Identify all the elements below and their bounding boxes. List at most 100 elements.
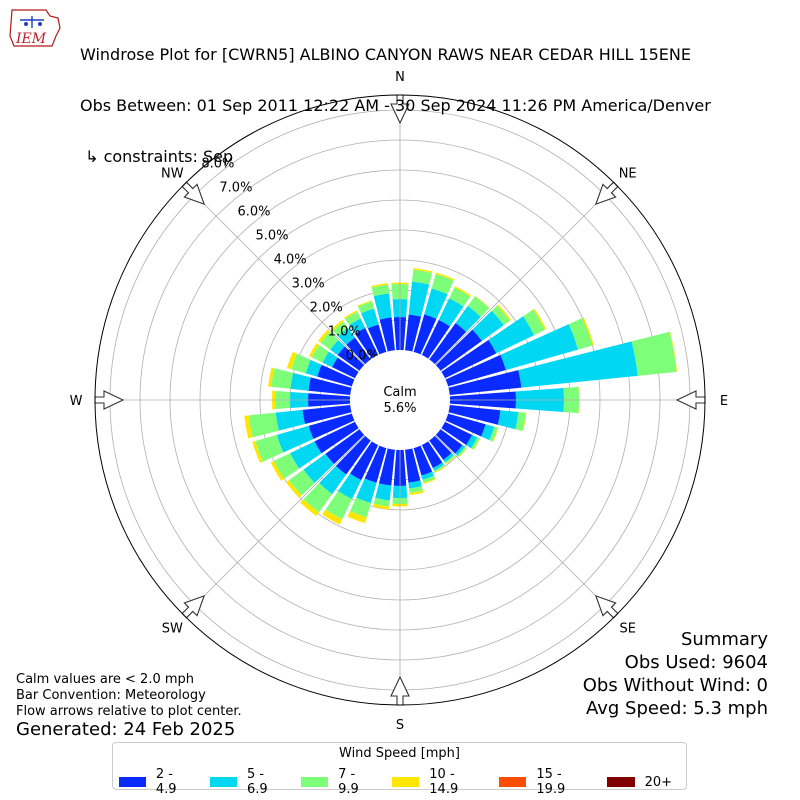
bar-segment: [378, 448, 395, 486]
bar-segment: [488, 316, 535, 354]
bar-segment: [448, 370, 522, 395]
bar-segment: [518, 341, 638, 388]
bar-segment: [344, 311, 361, 326]
bar-segment: [432, 462, 445, 471]
bar-segment: [522, 412, 527, 432]
bar-segment: [361, 308, 379, 329]
radial-tick-label: 0.0%: [346, 348, 379, 363]
bar-segment: [497, 304, 512, 321]
bar-segment: [337, 327, 355, 345]
legend-swatch: [210, 777, 238, 787]
bar-segment: [582, 317, 594, 346]
compass-label: E: [720, 394, 728, 409]
bar-segment: [471, 437, 480, 450]
bar-segment: [489, 426, 498, 442]
legend-item: 10 - 14.9: [392, 767, 485, 797]
bar-segment: [275, 409, 305, 431]
bar-segment: [473, 438, 481, 451]
grid-spoke: [435, 435, 616, 616]
bar-segment: [335, 435, 371, 475]
polar-spokes: [95, 95, 705, 705]
summary-block: Summary Obs Used: 9604 Obs Without Wind:…: [583, 628, 768, 720]
bar-segment: [429, 435, 452, 461]
bar-segment: [408, 486, 423, 494]
bar-segment: [268, 367, 275, 387]
bar-segment: [409, 490, 424, 496]
grid-spoke: [435, 184, 616, 365]
bar-segment: [309, 343, 319, 358]
bar-segment: [435, 429, 463, 454]
bar-segment: [523, 309, 545, 336]
bar-segment: [448, 405, 501, 425]
bar-segment: [375, 483, 392, 501]
summary-obs-without-wind: Obs Without Wind: 0: [582, 675, 768, 696]
compass-label: W: [70, 394, 83, 409]
bar-segment: [421, 441, 443, 468]
bar-segment: [449, 287, 471, 307]
bar-segment: [252, 440, 263, 463]
compass-label: S: [396, 718, 404, 733]
legend-swatch: [606, 777, 635, 787]
legend-swatch: [301, 777, 329, 787]
flow-arrow: [594, 181, 619, 206]
bar-segment: [356, 478, 377, 503]
bar-segment: [413, 314, 437, 355]
summary-obs-used: Obs Used: 9604: [624, 652, 768, 673]
bar-segment: [349, 497, 371, 518]
compass-label: SW: [162, 622, 183, 637]
bar-segment: [422, 475, 436, 483]
calm-note: Calm values are < 2.0 mph: [16, 672, 195, 687]
bar-segment: [445, 456, 456, 465]
legend: Wind Speed [mph] 2 - 4.9 5 - 6.9 7 - 9.9 10…: [112, 742, 687, 797]
windrose-bars: [244, 268, 678, 525]
calm-center-circle: [350, 350, 450, 450]
generated-date: Generated: 24 Feb 2025: [16, 719, 236, 740]
bar-segment: [423, 478, 436, 484]
bar-segment: [441, 421, 473, 445]
bar-segment: [445, 354, 506, 387]
bar-convention-note: Bar Convention: Meteorology: [16, 688, 206, 703]
bar-segment: [481, 424, 495, 441]
legend-item: 2 - 4.9: [119, 767, 196, 797]
flow-arrow: [181, 181, 206, 206]
bar-segment: [445, 455, 455, 464]
bar-segment: [248, 412, 279, 438]
bar-segment: [349, 318, 366, 334]
title-line-constraints: ↳ constraints: Sep: [80, 147, 234, 166]
compass-label: NE: [619, 166, 637, 181]
bar-segment: [290, 441, 322, 469]
summary-title: Summary: [681, 629, 768, 650]
calm-label: Calm: [383, 385, 416, 400]
bar-segment: [373, 293, 392, 320]
flow-arrow: [594, 594, 619, 619]
bar-segment: [271, 368, 294, 389]
bar-segment: [273, 453, 300, 479]
grid-spoke: [184, 184, 365, 365]
flow-arrow: [181, 594, 206, 619]
bar-segment: [322, 351, 338, 368]
bar-segment: [347, 511, 367, 524]
bar-segment: [320, 331, 339, 350]
bar-segment: [291, 353, 311, 374]
bar-segment: [413, 445, 433, 476]
legend-items: 2 - 4.9 5 - 6.9 7 - 9.9 10 - 14.9 15 - 19.9 2…: [119, 767, 686, 797]
radial-tick-label: 7.0%: [219, 181, 252, 196]
bar-segment: [332, 321, 348, 337]
legend-label: 5 - 6.9: [247, 767, 268, 797]
bar-segment: [325, 490, 353, 520]
bar-segment: [434, 466, 446, 473]
bar-segment: [371, 283, 389, 288]
grid-spoke: [184, 435, 365, 616]
bar-segment: [421, 319, 451, 359]
radial-tick-label: 4.0%: [274, 252, 307, 267]
bar-segment: [325, 429, 365, 465]
bar-segment: [467, 296, 490, 317]
bar-segment: [364, 445, 387, 483]
bar-segment: [379, 317, 395, 352]
bar-segment: [457, 446, 467, 458]
bar-segment: [438, 298, 464, 327]
legend-label: 2 - 4.9: [155, 767, 177, 797]
bar-segment: [322, 509, 343, 525]
summary-avg-speed: Avg Speed: 5.3 mph: [586, 698, 768, 719]
bar-segment: [472, 310, 504, 341]
